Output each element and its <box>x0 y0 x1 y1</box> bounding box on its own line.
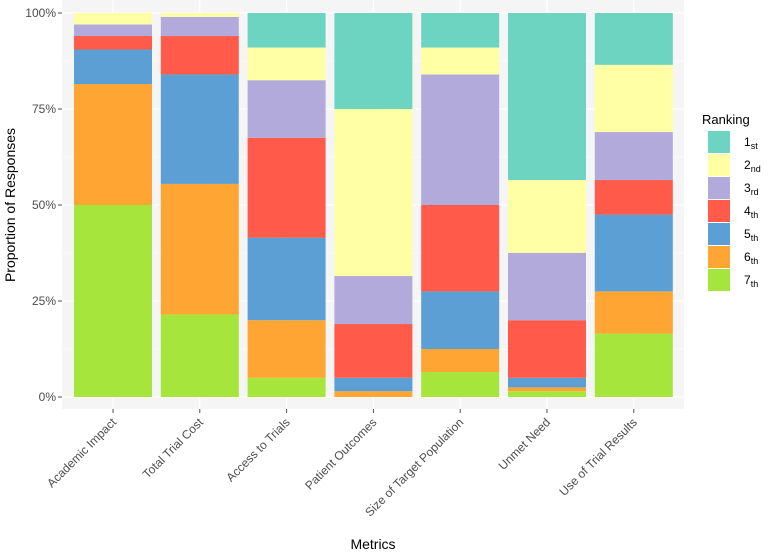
legend-swatch <box>708 131 730 153</box>
x-axis-title: Metrics <box>350 536 395 552</box>
bar-segment <box>334 324 413 378</box>
x-tick-label: Academic Impact <box>44 415 119 490</box>
bar-segment <box>160 314 239 397</box>
bar-segment <box>508 180 586 253</box>
x-tick-label: Use of Trial Results <box>556 415 639 498</box>
bar-segment <box>247 47 326 81</box>
bar-segment <box>508 391 586 397</box>
y-tick-label: 50% <box>32 198 56 212</box>
bar-segment <box>74 49 152 85</box>
bar-segment <box>508 387 586 392</box>
legend-label: 5th <box>744 227 758 243</box>
legend-label: 4th <box>744 204 758 220</box>
bar-segment <box>160 13 239 17</box>
legend-swatch <box>708 269 730 291</box>
bar-segment <box>160 74 239 184</box>
bar-segment <box>334 109 413 277</box>
y-axis-title: Proportion of Responses <box>2 128 18 282</box>
legend-label: 6th <box>744 250 758 266</box>
bar-segment <box>421 372 500 397</box>
bar-segment <box>334 377 413 392</box>
legend-label: 7th <box>744 273 758 289</box>
bar-segment <box>160 36 239 75</box>
bar-segment <box>421 291 500 349</box>
bar-segment <box>334 13 413 109</box>
x-tick-label: Access to Trials <box>223 415 292 484</box>
bar-segment <box>594 180 673 215</box>
bar-segment <box>74 84 152 205</box>
legend-swatch <box>708 177 730 199</box>
bar-segment <box>247 137 326 238</box>
bar-segment <box>334 276 413 325</box>
bar-segment <box>508 320 586 378</box>
bar-segment <box>508 13 586 181</box>
y-tick-label: 25% <box>32 294 56 308</box>
y-tick-label: 75% <box>32 102 56 116</box>
x-tick-label: Size of Target Population <box>362 415 466 519</box>
legend-swatch <box>708 223 730 245</box>
bar-segment <box>508 253 586 321</box>
bar-segment <box>74 24 152 37</box>
x-tick-label: Total Trial Cost <box>140 415 206 481</box>
bar-segment <box>74 205 152 397</box>
bar-segment <box>421 205 500 292</box>
legend-swatch <box>708 200 730 222</box>
bar-segment <box>421 13 500 48</box>
bar-segment <box>247 13 326 48</box>
bar-segment <box>421 74 500 205</box>
legend-title: Ranking <box>702 112 750 127</box>
bar-segment <box>74 13 152 25</box>
bar-segment <box>74 36 152 50</box>
bar-segment <box>247 237 326 321</box>
legend: Ranking 1st 2nd 3rd 4th 5th 6th 7th <box>702 112 761 291</box>
bar-segment <box>160 16 239 37</box>
bar-segment <box>247 320 326 378</box>
x-tick-label: Patient Outcomes <box>302 415 379 492</box>
legend-label: 2nd <box>744 158 761 174</box>
bar-segment <box>247 377 326 397</box>
y-tick-label: 0% <box>39 390 57 404</box>
bar-segment <box>421 47 500 75</box>
bar-segment <box>594 333 673 397</box>
bar-segment <box>594 64 673 133</box>
legend-label: 3rd <box>744 181 759 197</box>
x-tick-label: Unmet Need <box>496 415 554 473</box>
bar-segment <box>247 80 326 138</box>
bar-segment <box>594 13 673 65</box>
legend-swatch <box>708 246 730 268</box>
bar-segment <box>334 391 413 397</box>
bars-group <box>74 13 673 397</box>
x-axis-ticks: Academic Impact Total Trial Cost Access to… <box>44 409 640 519</box>
legend-swatch <box>708 154 730 176</box>
y-axis-ticks: 0% 25% 50% 75% 100% <box>25 6 62 404</box>
bar-segment <box>594 132 673 181</box>
bar-segment <box>508 377 586 388</box>
bar-segment <box>594 291 673 334</box>
legend-label: 1st <box>744 135 758 151</box>
y-tick-label: 100% <box>25 6 56 20</box>
bar-segment <box>594 214 673 292</box>
bar-segment <box>421 349 500 373</box>
bar-segment <box>160 183 239 315</box>
